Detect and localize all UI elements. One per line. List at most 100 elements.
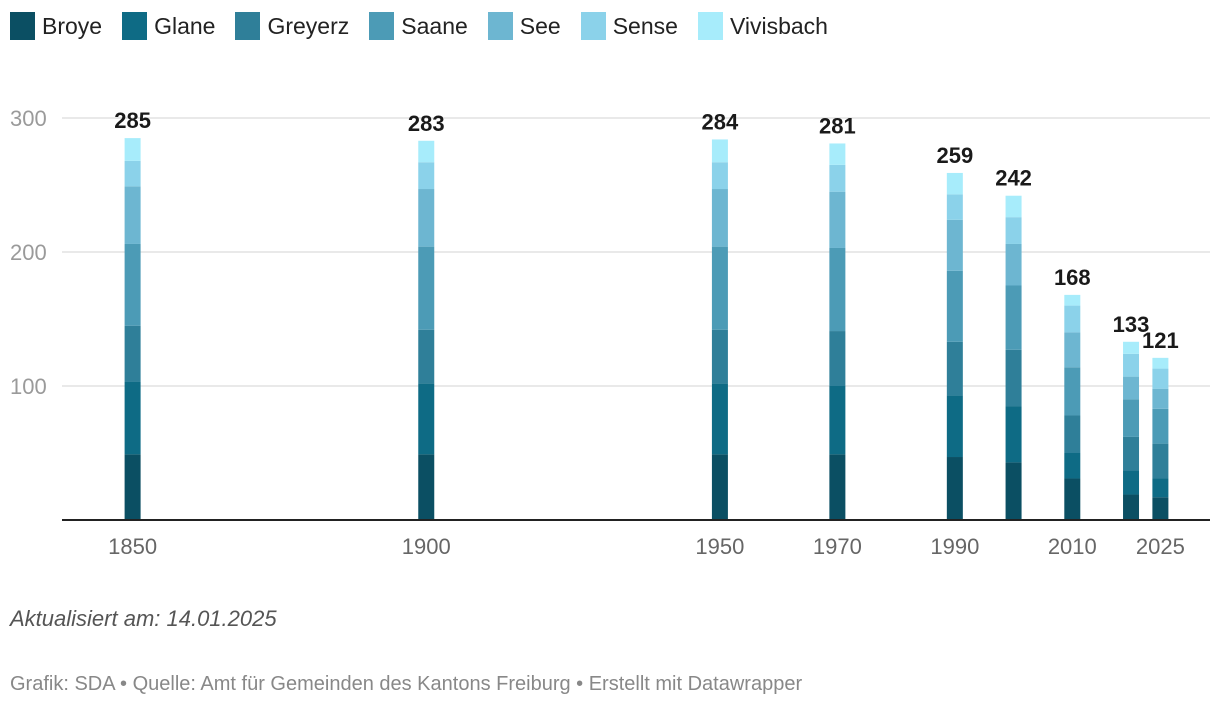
- legend-label: Vivisbach: [729, 12, 828, 39]
- x-tick-label: 1970: [813, 534, 862, 559]
- bar-segment-greyerz-1900: [418, 329, 435, 384]
- legend-swatch: [122, 12, 148, 40]
- legend-swatch: [10, 12, 35, 40]
- bar-segment-broye-2020: [1123, 494, 1140, 520]
- bar-segment-broye-2000: [1005, 462, 1022, 520]
- bar-segment-saane-1970: [829, 247, 846, 332]
- bar-segment-greyerz-1990: [946, 341, 963, 396]
- bar-segment-saane-1850: [124, 243, 141, 326]
- bar-segment-greyerz-1850: [124, 325, 141, 382]
- legend-swatch: [697, 12, 723, 40]
- bar-segment-vivisbach-1900: [418, 140, 435, 163]
- bar-segment-glane-2025: [1152, 478, 1169, 498]
- bar-segment-vivisbach-2020: [1123, 341, 1140, 354]
- bar-segment-sense-2000: [1005, 217, 1022, 244]
- bar-segment-greyerz-2025: [1152, 443, 1169, 479]
- x-tick-label: 2025: [1136, 534, 1185, 559]
- bar-segment-vivisbach-1950: [711, 139, 728, 163]
- legend-item-broye: Broye: [10, 12, 102, 40]
- y-tick-label: 200: [10, 240, 47, 265]
- bar-segment-saane-2000: [1005, 285, 1022, 350]
- bar-segment-sense-2020: [1123, 353, 1140, 377]
- updated-date: Aktualisiert am: 14.01.2025: [10, 606, 277, 631]
- total-label-1970: 281: [819, 113, 856, 138]
- source-note: Grafik: SDA • Quelle: Amt für Gemeinden …: [10, 673, 803, 695]
- x-tick-label: 1850: [108, 534, 157, 559]
- bar-segment-glane-2000: [1005, 406, 1022, 463]
- bar-segment-glane-1900: [418, 383, 435, 455]
- legend-item-saane: Saane: [369, 12, 468, 40]
- bar-segment-greyerz-2000: [1005, 349, 1022, 407]
- legend-swatch: [580, 12, 606, 40]
- bar-segment-saane-2010: [1064, 367, 1081, 416]
- bar-segment-broye-2025: [1152, 497, 1169, 520]
- bar-segment-glane-2020: [1123, 470, 1140, 495]
- bar-segment-glane-1850: [124, 381, 141, 455]
- bar-segment-sense-2025: [1152, 368, 1169, 389]
- bar-segment-broye-1950: [711, 454, 728, 520]
- bar-segment-sense-2010: [1064, 305, 1081, 333]
- y-tick-label: 300: [10, 106, 47, 131]
- bar-segment-see-1950: [711, 189, 728, 247]
- bar-segment-vivisbach-2010: [1064, 294, 1081, 306]
- bar-segment-vivisbach-2000: [1005, 195, 1022, 218]
- bar-segment-greyerz-2020: [1123, 436, 1140, 471]
- bar-segment-see-1850: [124, 186, 141, 244]
- legend-item-see: See: [487, 12, 561, 40]
- legend-item-sense: Sense: [580, 12, 678, 40]
- total-label-2010: 168: [1054, 265, 1091, 290]
- bar-segment-broye-1900: [418, 454, 435, 520]
- bar-segment-see-1970: [829, 191, 846, 248]
- bar-segment-vivisbach-1970: [829, 143, 846, 165]
- bar-segment-sense-1970: [829, 164, 846, 192]
- x-tick-label: 2010: [1048, 534, 1097, 559]
- legend-label: Greyerz: [267, 12, 350, 39]
- bar-segment-greyerz-2010: [1064, 415, 1081, 453]
- bar-segment-broye-1850: [124, 454, 141, 520]
- total-label-1990: 259: [936, 143, 973, 168]
- legend-swatch: [235, 12, 261, 40]
- bar-segment-vivisbach-1850: [124, 138, 141, 161]
- bar-segment-glane-2010: [1064, 453, 1081, 479]
- bar-segment-see-1990: [946, 219, 963, 271]
- bar-segment-saane-2020: [1123, 399, 1140, 437]
- legend-label: Saane: [401, 12, 468, 39]
- bar-segment-see-2000: [1005, 243, 1022, 286]
- bar-segment-greyerz-1950: [711, 329, 728, 384]
- bar-segment-broye-1970: [829, 454, 846, 520]
- bar-segment-saane-1950: [711, 246, 728, 330]
- bar-segment-sense-1990: [946, 194, 963, 220]
- bar-segment-glane-1950: [711, 383, 728, 455]
- bar-segment-sense-1850: [124, 160, 141, 187]
- bar-segment-broye-2010: [1064, 478, 1081, 520]
- bar-segment-glane-1970: [829, 386, 846, 455]
- bar-segment-vivisbach-1990: [946, 172, 963, 195]
- legend-label: Glane: [154, 12, 216, 39]
- legend-label: Sense: [612, 12, 678, 39]
- total-label-2020: 133: [1113, 312, 1150, 337]
- legend-item-glane: Glane: [122, 12, 215, 40]
- x-tick-label: 1950: [695, 534, 744, 559]
- bar-segment-sense-1950: [711, 162, 728, 190]
- x-tick-label: 1900: [402, 534, 451, 559]
- bar-segment-greyerz-1970: [829, 331, 846, 386]
- total-label-1850: 285: [114, 108, 151, 133]
- legend-item-greyerz: Greyerz: [235, 12, 349, 40]
- legend-label: Broye: [42, 12, 103, 39]
- bar-segment-broye-1990: [946, 457, 963, 520]
- total-label-1900: 283: [408, 111, 445, 136]
- chart-legend: Broye Glane Greyerz Saane See Sense Vivisbach: [10, 12, 848, 40]
- y-tick-label: 100: [10, 374, 47, 399]
- bar-segment-see-2020: [1123, 376, 1140, 400]
- legend-swatch: [487, 12, 513, 40]
- bar-segment-vivisbach-2025: [1152, 357, 1169, 369]
- bar-segment-saane-1990: [946, 270, 963, 342]
- bar-segment-see-2010: [1064, 332, 1081, 368]
- legend-item-vivisbach: Vivisbach: [697, 12, 828, 40]
- total-label-1950: 284: [702, 109, 739, 134]
- bar-segment-sense-1900: [418, 162, 435, 190]
- total-label-2025: 121: [1142, 328, 1179, 353]
- bar-segment-saane-1900: [418, 246, 435, 330]
- bar-segment-see-2025: [1152, 388, 1169, 409]
